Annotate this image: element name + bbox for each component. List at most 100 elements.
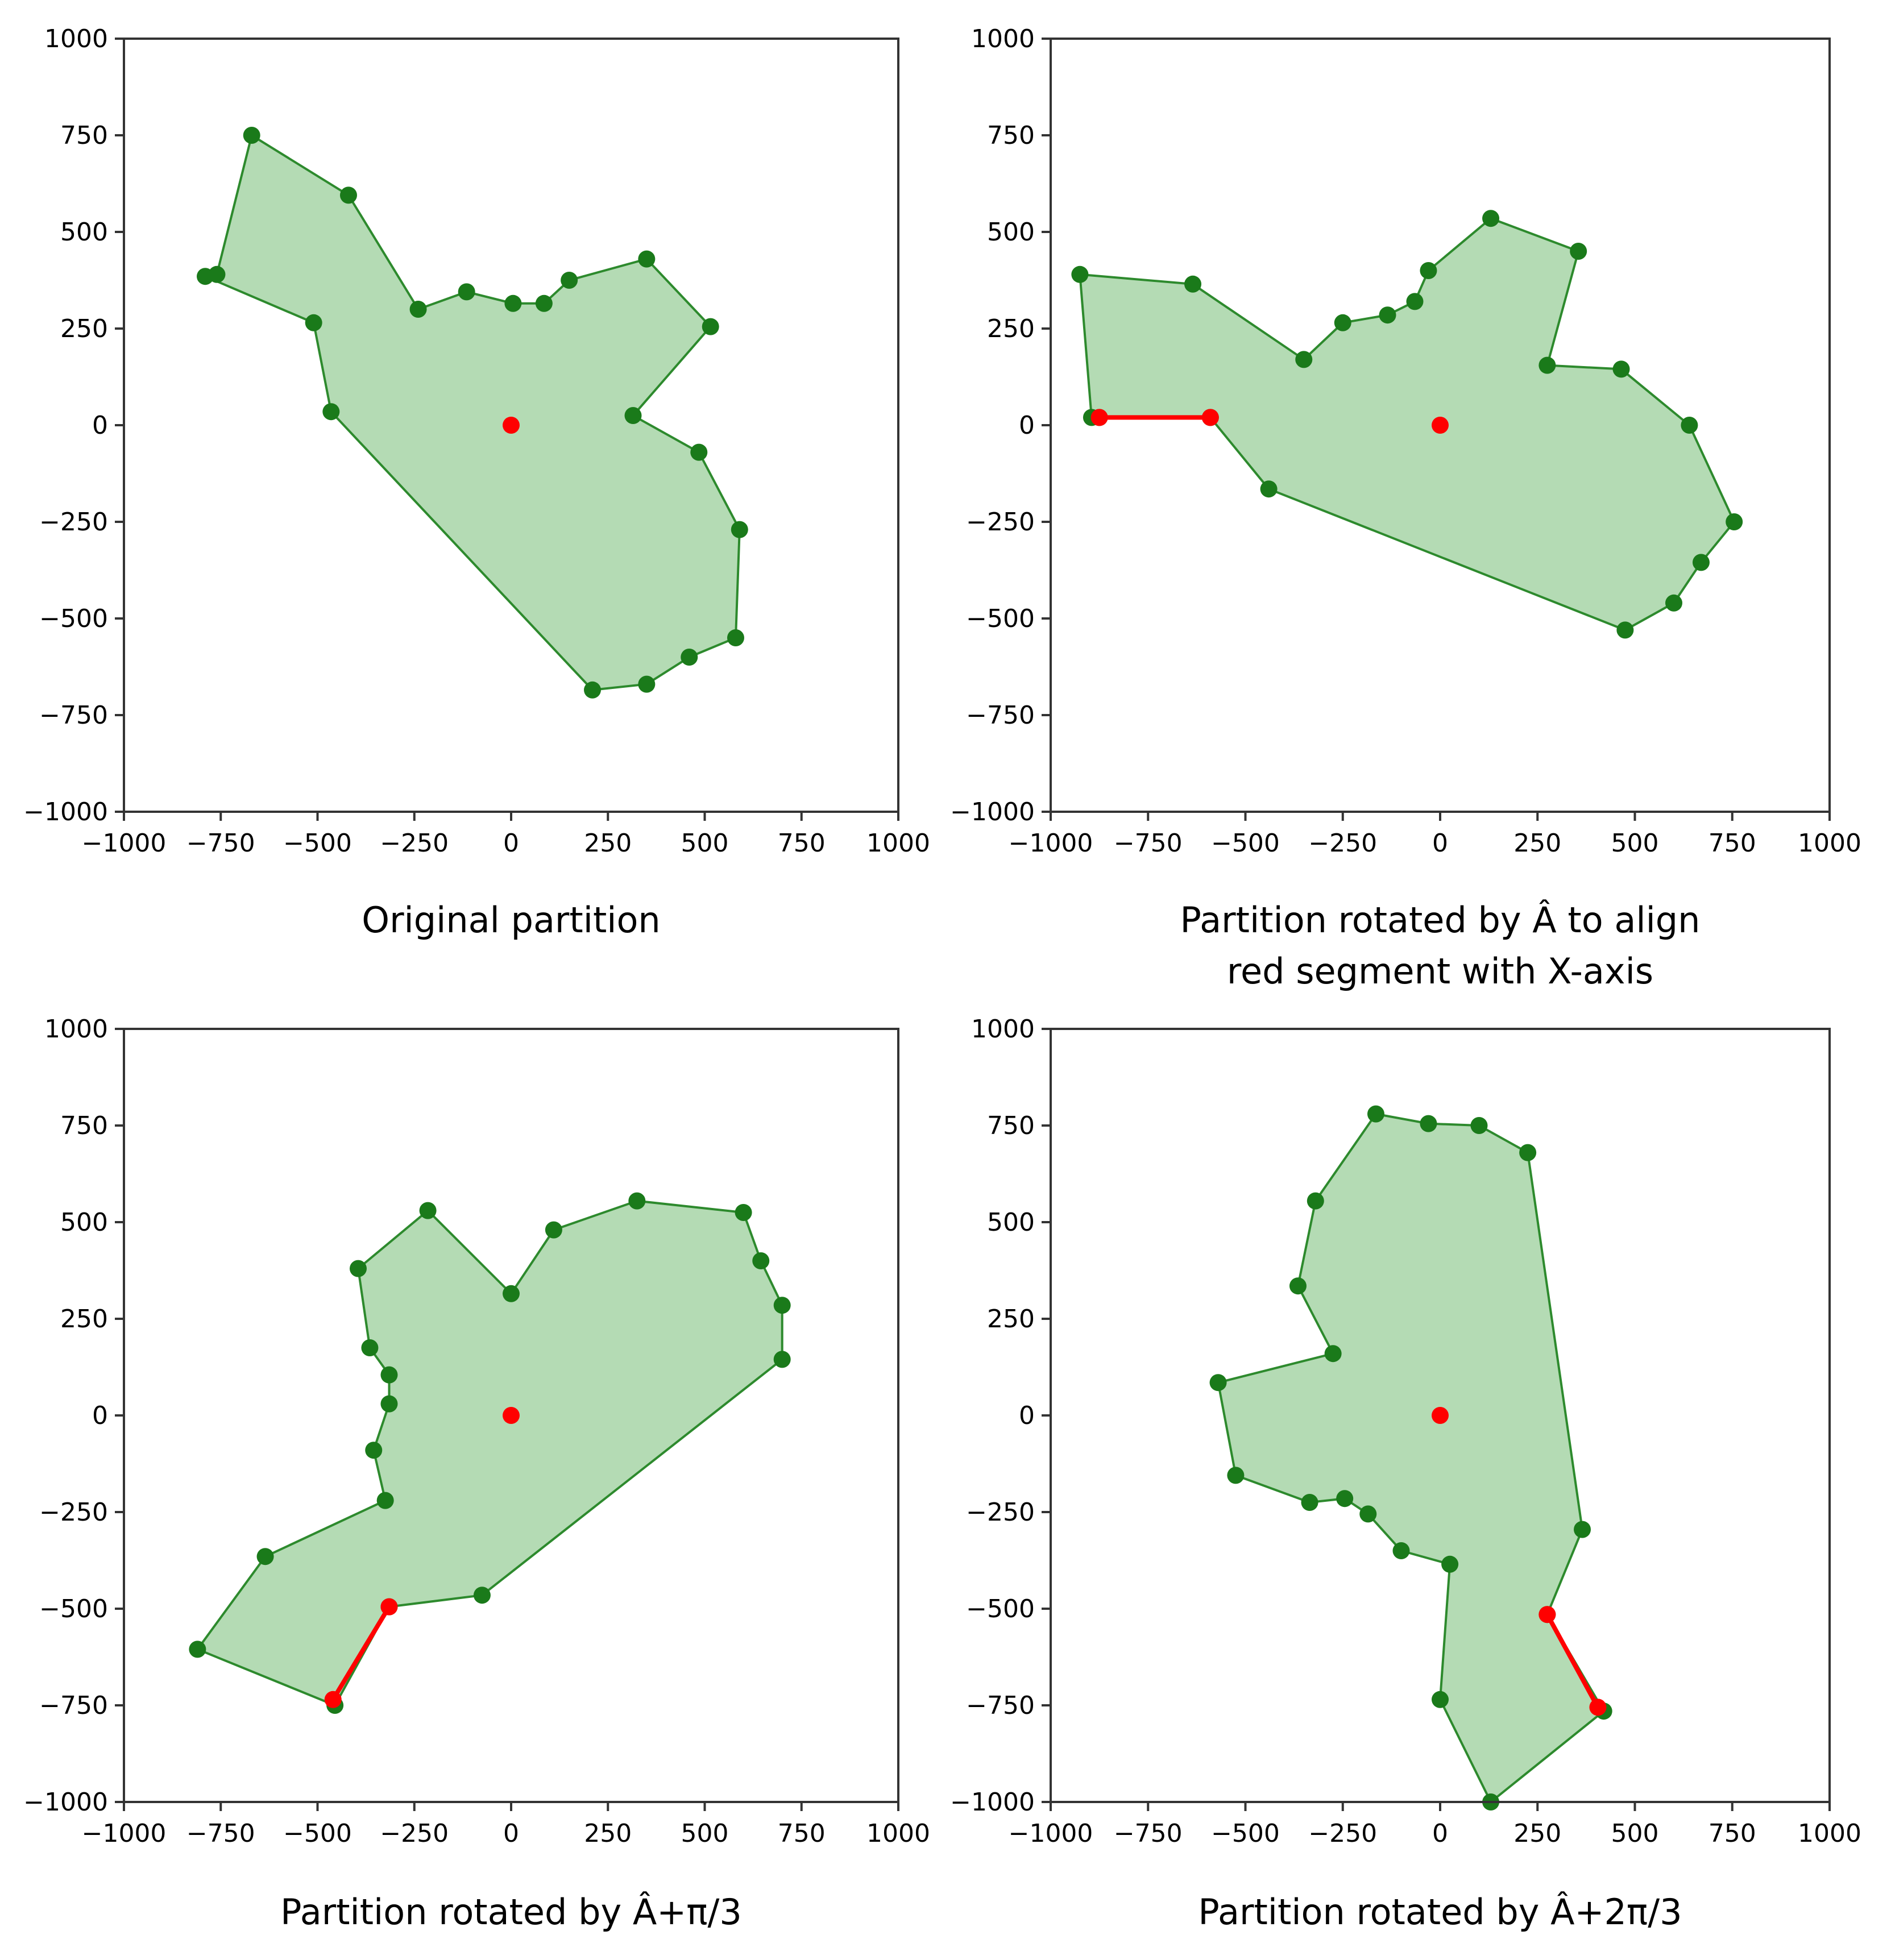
chart-rotated-a-pi3-ytick-label-3: −250 [39,1498,108,1527]
chart-rotated-a-pi3-vertex-14 [376,1492,394,1509]
chart-rotated-a-pi3-polygon [196,1199,783,1707]
chart-rotated-a-xtick-label-6: 500 [1611,829,1659,858]
chart-rotated-a-vertex-10 [1612,360,1630,378]
chart-rotated-a-pi3-vertex-4 [628,1192,646,1210]
chart-original-xtick-label-8: 1000 [866,829,930,858]
chart-rotated-a-pi3-xtick-label-3: −250 [380,1819,449,1848]
chart-original-vertex-2 [409,301,427,318]
chart-rotated-a-2pi3-ytick-label-8: 1000 [971,1015,1035,1044]
chart-original-ytick-label-5: 250 [60,314,108,343]
chart-rotated-a-2pi3-ytick-label-0: −1000 [950,1788,1035,1817]
chart-original-vertex-12 [727,629,744,646]
chart-rotated-a-pi3-ytick-label-5: 250 [60,1305,108,1334]
chart-rotated-a-pi3-xtick-label-8: 1000 [866,1819,930,1848]
chart-rotated-a-2pi3-red-segment [1545,1613,1600,1709]
chart-rotated-a-2pi3-vertex-9 [1441,1555,1459,1573]
chart-rotated-a-pi3-ytick-label-6: 500 [60,1208,108,1237]
chart-rotated-a-2pi3-ytick-label-2: −500 [966,1594,1035,1623]
chart-rotated-a-2pi3-xtick-label-2: −500 [1211,1819,1280,1848]
chart-rotated-a-vertex-16 [1260,480,1278,498]
chart-rotated-a-vertex-14 [1665,594,1682,612]
chart-rotated-a-pi3-xtick-label-4: 0 [503,1819,519,1848]
chart-rotated-a-ytick-label-4: 0 [1019,411,1035,440]
chart-rotated-a-2pi3-vertex-11 [1359,1505,1377,1523]
chart-rotated-a-pi3-vertex-12 [189,1641,206,1658]
chart-rotated-a-ytick-label-6: 500 [987,218,1035,247]
chart-rotated-a-pi3-vertex-13 [256,1548,274,1565]
chart-rotated-a-pi3-vertex-1 [419,1202,437,1219]
chart-original-polygon [201,133,741,691]
chart-rotated-a-ytick-label-1: −750 [966,701,1035,730]
chart-rotated-a-2pi3-ytick-label-4: 0 [1019,1401,1035,1430]
chart-rotated-a-pi3-ytick-label-1: −750 [39,1691,108,1720]
chart-original-vertex-5 [535,294,553,312]
chart-original-vertex-11 [731,521,748,538]
chart-original-vertex-14 [638,675,656,693]
chart-rotated-a-2pi3-vertex-3 [1519,1144,1537,1161]
chart-rotated-a-2pi3-xtick-label-6: 500 [1611,1819,1659,1848]
chart-rotated-a-pi3-vertex-15 [365,1442,383,1459]
chart-rotated-a-pi3-vertex-0 [350,1260,367,1277]
chart-rotated-a-xtick-label-8: 1000 [1798,829,1861,858]
chart-rotated-a-vertex-15 [1616,621,1634,639]
chart-rotated-a-pi3-xtick-label-0: −1000 [82,1819,167,1848]
chart-rotated-a-pi3-centroid [503,1407,520,1424]
chart-rotated-a-2pi3-vertex-15 [1209,1374,1227,1392]
chart-rotated-a-pi3-vertex-17 [380,1366,398,1384]
chart-original-vertex-1 [339,186,357,204]
chart-rotated-a-xtick-label-2: −500 [1211,829,1280,858]
chart-rotated-a-pi3-xtick-label-6: 500 [681,1819,729,1848]
chart-original-xtick-label-3: −250 [380,829,449,858]
chart-original-xtick-label-5: 250 [584,829,632,858]
chart-original-vertex-0 [243,127,260,144]
chart-original-vertex-8 [702,318,719,335]
chart-rotated-a-2pi3-vertex-2 [1470,1117,1488,1134]
chart-rotated-a-pi3-vertex-5 [735,1204,752,1221]
chart-rotated-a-2pi3-ytick-label-1: −750 [966,1691,1035,1720]
chart-rotated-a-2pi3-title: Partition rotated by Â+2π/3 [1198,1891,1682,1933]
chart-rotated-a-pi3-ytick-label-8: 1000 [44,1015,108,1044]
chart-rotated-a-2pi3-vertex-18 [1307,1192,1324,1210]
chart-original-xtick-label-0: −1000 [82,829,167,858]
chart-rotated-a-2pi3-xtick-label-4: 0 [1432,1819,1448,1848]
chart-original-xtick-label-4: 0 [503,829,519,858]
chart-rotated-a-vertex-8 [1570,243,1587,260]
chart-rotated-a-2pi3: −1000 −750 −500 −250 0 250 500 750 1000 −1000 −750… [950,1015,1861,1933]
chart-rotated-a-red-segment-end-0 [1090,409,1108,426]
chart-rotated-a-pi3: −1000 −750 −500 −250 0 250 500 750 1000 −1000 −750… [23,1015,930,1933]
chart-original-ytick-label-4: 0 [92,411,108,440]
chart-rotated-a-xtick-label-3: −250 [1308,829,1377,858]
chart-original-ytick-label-6: 500 [60,218,108,247]
chart-rotated-a-2pi3-vertex-14 [1227,1467,1245,1484]
chart-rotated-a-2pi3-red-segment-end-1 [1589,1699,1607,1716]
chart-rotated-a-2pi3-polygon [1217,1112,1606,1804]
chart-rotated-a-pi3-red-segment [331,1605,391,1701]
chart-rotated-a-vertex-3 [1334,314,1351,331]
chart-original-title: Original partition [362,899,660,941]
chart-rotated-a-vertex-7 [1482,210,1500,227]
chart-rotated-a-red-segment-end-1 [1201,409,1219,426]
chart-rotated-a-2pi3-vertex-16 [1324,1345,1342,1363]
chart-rotated-a-2pi3-xtick-label-5: 250 [1513,1819,1561,1848]
chart-rotated-a-pi3-ytick-label-0: −1000 [23,1788,108,1817]
chart-rotated-a-vertex-0 [1071,265,1089,283]
chart-rotated-a-2pi3-vertex-13 [1301,1494,1318,1511]
chart-rotated-a-xtick-label-1: −750 [1114,829,1183,858]
chart-rotated-a-title-line-0: Partition rotated by Â to align [1180,899,1701,941]
chart-rotated-a-pi3-ytick-label-4: 0 [92,1401,108,1430]
chart-rotated-a-2pi3-ytick-label-6: 500 [987,1208,1035,1237]
chart-rotated-a-2pi3-vertex-12 [1336,1490,1354,1508]
chart-original-xtick-label-1: −750 [186,829,255,858]
chart-rotated-a-vertex-11 [1681,417,1698,434]
chart-original-ytick-label-8: 1000 [44,24,108,53]
chart-rotated-a-ytick-label-7: 750 [987,121,1035,150]
chart-original-xtick-label-2: −500 [283,829,352,858]
chart-rotated-a: −1000 −750 −500 −250 0 250 500 750 1000 −1000 −750… [950,24,1861,992]
chart-rotated-a-xtick-label-4: 0 [1432,829,1448,858]
chart-rotated-a-vertex-4 [1379,306,1396,324]
chart-rotated-a-centroid [1432,417,1449,434]
chart-rotated-a-2pi3-xtick-label-8: 1000 [1798,1819,1861,1848]
chart-rotated-a-2pi3-vertex-4 [1574,1521,1591,1538]
chart-rotated-a-2pi3-ytick-label-7: 750 [987,1111,1035,1140]
